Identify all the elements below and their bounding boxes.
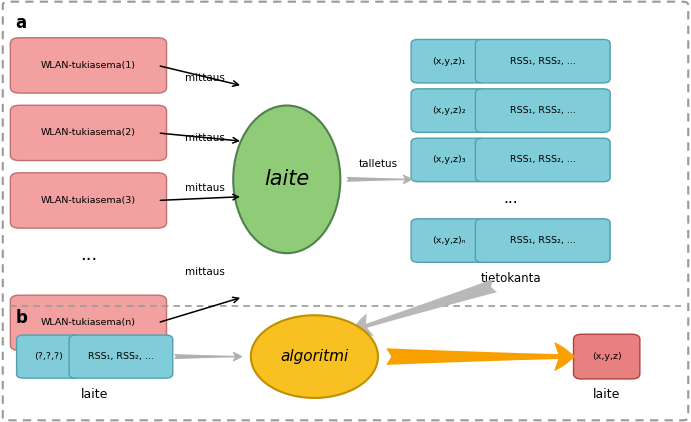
Text: WLAN-tukiasema(3): WLAN-tukiasema(3) xyxy=(41,196,136,205)
Text: mittaus: mittaus xyxy=(185,73,225,83)
Text: a: a xyxy=(15,14,26,32)
Text: (x,y,z)₁: (x,y,z)₁ xyxy=(432,57,465,66)
FancyBboxPatch shape xyxy=(475,39,610,83)
Text: RSS₁, RSS₂, ...: RSS₁, RSS₂, ... xyxy=(510,106,576,115)
Text: RSS₁, RSS₂, ...: RSS₁, RSS₂, ... xyxy=(510,57,576,66)
Text: RSS₁, RSS₂, ...: RSS₁, RSS₂, ... xyxy=(510,236,576,245)
Text: mittaus: mittaus xyxy=(185,267,225,277)
Text: (x,y,z): (x,y,z) xyxy=(591,352,622,361)
Text: (x,y,z)₃: (x,y,z)₃ xyxy=(432,155,465,165)
FancyBboxPatch shape xyxy=(17,335,80,378)
FancyBboxPatch shape xyxy=(69,335,173,378)
Text: RSS₁, RSS₂, ...: RSS₁, RSS₂, ... xyxy=(510,155,576,165)
Text: (x,y,z)₂: (x,y,z)₂ xyxy=(432,106,465,115)
FancyBboxPatch shape xyxy=(475,89,610,133)
Text: laite: laite xyxy=(593,388,621,401)
FancyBboxPatch shape xyxy=(475,219,610,262)
Text: b: b xyxy=(15,309,27,327)
Text: mittaus: mittaus xyxy=(185,133,225,143)
FancyBboxPatch shape xyxy=(411,39,486,83)
Text: WLAN-tukiasema(n): WLAN-tukiasema(n) xyxy=(41,318,136,327)
FancyBboxPatch shape xyxy=(411,219,486,262)
FancyBboxPatch shape xyxy=(411,89,486,133)
Text: mittaus: mittaus xyxy=(185,183,225,193)
FancyBboxPatch shape xyxy=(475,138,610,181)
Text: RSS₁, RSS₂, ...: RSS₁, RSS₂, ... xyxy=(88,352,154,361)
Text: tietokanta: tietokanta xyxy=(480,272,541,285)
Ellipse shape xyxy=(251,315,378,398)
FancyBboxPatch shape xyxy=(574,334,640,379)
Text: (x,y,z)ₙ: (x,y,z)ₙ xyxy=(432,236,465,245)
FancyBboxPatch shape xyxy=(10,295,167,350)
Text: algoritmi: algoritmi xyxy=(281,349,348,364)
Text: WLAN-tukiasema(1): WLAN-tukiasema(1) xyxy=(41,61,136,70)
Text: ...: ... xyxy=(80,246,97,264)
Text: (?,?,?): (?,?,?) xyxy=(34,352,63,361)
Text: WLAN-tukiasema(2): WLAN-tukiasema(2) xyxy=(41,128,136,138)
Text: laite: laite xyxy=(81,388,108,401)
FancyBboxPatch shape xyxy=(10,38,167,93)
Ellipse shape xyxy=(233,106,340,253)
FancyBboxPatch shape xyxy=(10,173,167,228)
FancyBboxPatch shape xyxy=(10,105,167,160)
Text: ...: ... xyxy=(503,191,518,206)
Text: talletus: talletus xyxy=(359,159,398,169)
FancyBboxPatch shape xyxy=(411,138,486,181)
Text: laite: laite xyxy=(264,169,310,189)
